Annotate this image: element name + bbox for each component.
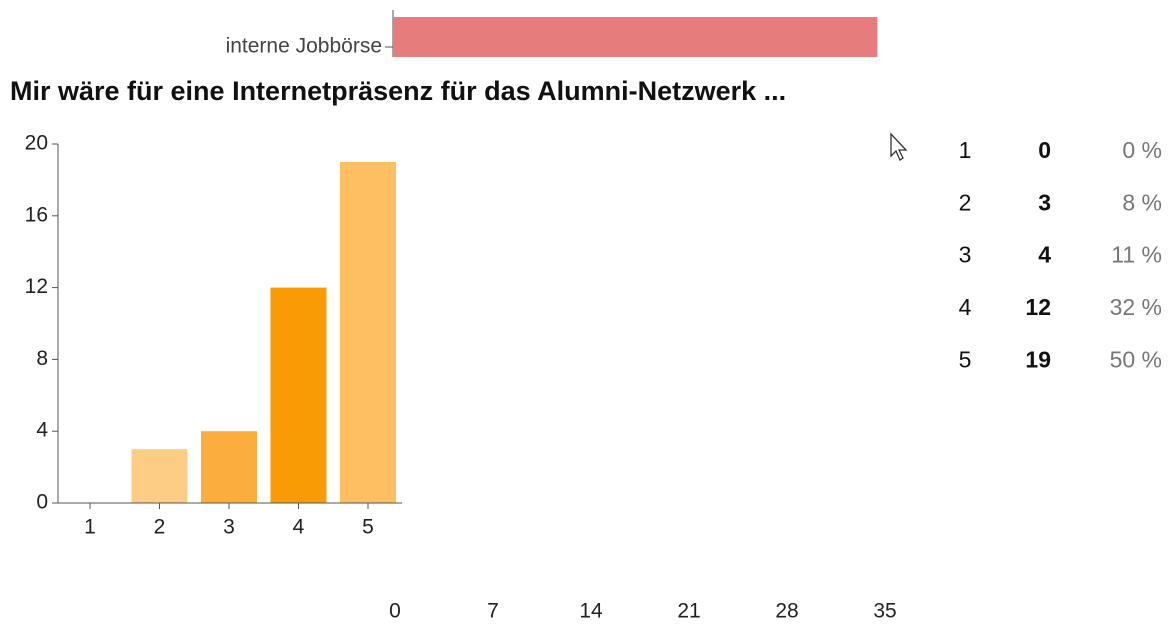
table-count: 0 — [1038, 137, 1051, 163]
x-tick-label: 14 — [579, 600, 603, 623]
y-tick-label: 12 — [25, 275, 48, 298]
bar — [131, 449, 188, 503]
y-tick-label: 4 — [36, 419, 48, 442]
table-option: 1 — [959, 137, 972, 163]
y-tick-label: 0 — [36, 491, 48, 514]
bar — [393, 17, 878, 57]
table-option: 4 — [959, 294, 972, 320]
bar — [340, 161, 396, 503]
mouse-cursor — [890, 132, 908, 161]
table-count: 12 — [1025, 294, 1051, 320]
x-tick-label: 1 — [84, 516, 96, 539]
bar — [201, 431, 257, 503]
x-tick-label: 0 — [389, 600, 401, 623]
category-label: interne Jobbörse — [226, 35, 382, 58]
x-tick-label: 21 — [677, 600, 700, 623]
table-percent: 8 % — [1122, 189, 1162, 215]
x-tick-label: 4 — [293, 516, 305, 539]
x-tick-label: 28 — [775, 600, 798, 623]
table-count: 3 — [1038, 189, 1051, 215]
x-tick-label: 3 — [223, 516, 235, 539]
table-percent: 0 % — [1122, 137, 1162, 163]
bar — [270, 287, 327, 503]
y-tick-label: 16 — [25, 203, 48, 226]
x-tick-label: 35 — [873, 600, 896, 623]
table-count: 19 — [1025, 346, 1051, 372]
table-option: 2 — [959, 189, 972, 215]
table-option: 3 — [959, 242, 972, 268]
y-tick-label: 8 — [36, 347, 48, 370]
table-count: 4 — [1038, 242, 1051, 268]
question-title: Mir wäre für eine Internetpräsenz für da… — [10, 76, 786, 106]
y-tick-label: 20 — [25, 132, 48, 155]
x-tick-label: 5 — [362, 516, 374, 539]
table-percent: 11 % — [1111, 242, 1162, 268]
table-percent: 32 % — [1110, 294, 1162, 320]
x-tick-label: 7 — [487, 600, 499, 623]
x-tick-label: 2 — [154, 516, 166, 539]
table-option: 5 — [959, 346, 972, 372]
table-percent: 50 % — [1110, 346, 1162, 372]
